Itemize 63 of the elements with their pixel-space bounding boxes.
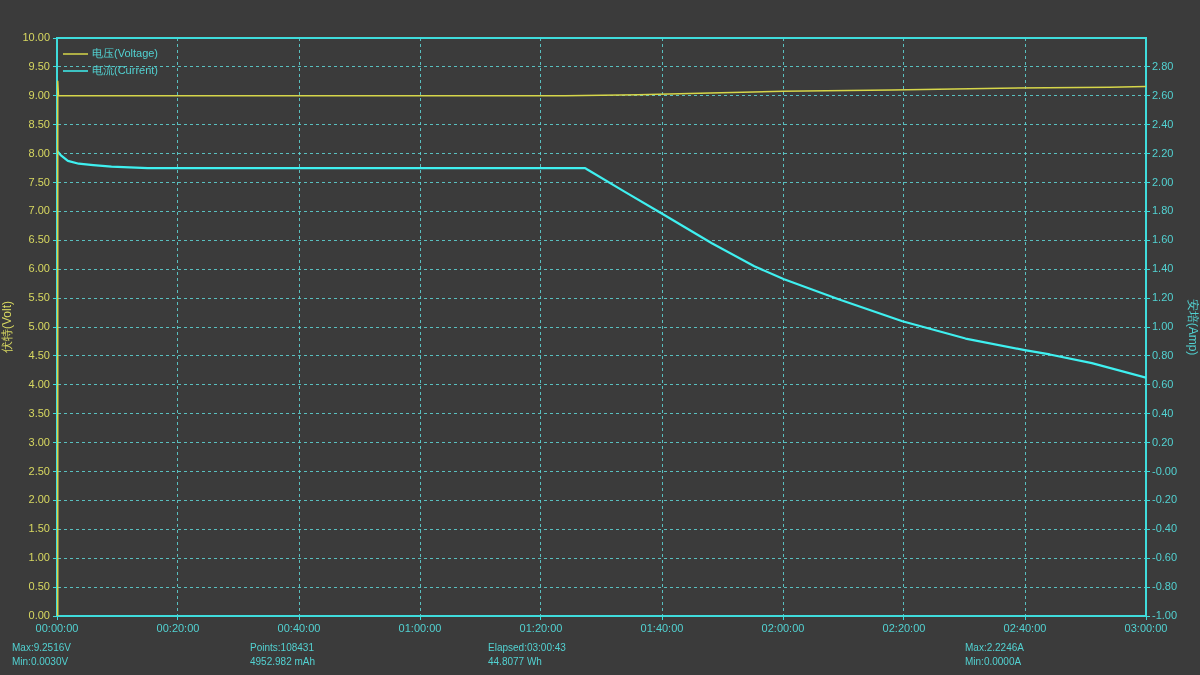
text: 44.8077 Wh xyxy=(488,656,542,668)
y2-tick-label: 0.60 xyxy=(1152,377,1174,390)
y-tick-label: 3.50 xyxy=(28,406,50,419)
y2-tick-label: 1.00 xyxy=(1152,320,1174,333)
y-tick-label: 0.50 xyxy=(28,580,50,593)
x-tick-label: 01:40:00 xyxy=(640,621,684,634)
y-tick-label: 6.00 xyxy=(28,262,50,275)
y2-tick-label: 1.80 xyxy=(1152,204,1174,217)
x-tick-label: 02:40:00 xyxy=(1003,621,1047,634)
y2-tick-label: -0.20 xyxy=(1152,493,1178,506)
y2-tick-label: 0.80 xyxy=(1152,348,1174,361)
y2-tick-label: 1.60 xyxy=(1152,233,1174,246)
y-tick-label: 1.50 xyxy=(28,522,50,535)
y-tick-label: 9.00 xyxy=(28,88,50,101)
y-tick-label: 0.00 xyxy=(28,609,50,622)
y-tick-label: 8.00 xyxy=(28,146,50,159)
y-tick-label: 1.00 xyxy=(28,551,50,564)
y-tick-label: 8.50 xyxy=(28,117,50,130)
y2-tick-label: -1.00 xyxy=(1152,609,1178,622)
y2-tick-label: 2.00 xyxy=(1152,175,1174,188)
y-tick-label: 3.00 xyxy=(28,435,50,448)
x-tick-label: 00:00:00 xyxy=(35,621,79,634)
x-tick-label: 02:20:00 xyxy=(882,621,926,634)
y2-tick-label: -0.00 xyxy=(1152,464,1178,477)
text: Min:0.0000A xyxy=(965,656,1022,668)
text: Max:2.2246A xyxy=(965,642,1024,654)
y2-tick-label: 0.40 xyxy=(1152,406,1174,419)
y2-tick-label: 2.60 xyxy=(1152,88,1174,101)
y-tick-label: 5.50 xyxy=(28,291,50,304)
y2-tick-label: 2.40 xyxy=(1152,117,1174,130)
x-tick-label: 03:00:00 xyxy=(1124,621,1168,634)
y2-axis-title: 安培(Amp) xyxy=(1186,298,1200,356)
y2-tick-label: 2.80 xyxy=(1152,59,1174,72)
y-tick-label: 9.50 xyxy=(28,59,50,72)
text: Elapsed:03:00:43 xyxy=(488,642,566,654)
x-tick-label: 00:20:00 xyxy=(156,621,200,634)
y-tick-label: 7.50 xyxy=(28,175,50,188)
x-tick-label: 01:00:00 xyxy=(398,621,442,634)
y2-tick-label: -0.40 xyxy=(1152,522,1178,535)
y-axis-title: 伏特(Volt) xyxy=(0,300,14,354)
text: Points:108431 xyxy=(250,642,314,654)
y-tick-label: 10.00 xyxy=(22,31,50,44)
y2-tick-label: 0.20 xyxy=(1152,435,1174,448)
x-tick-label: 02:00:00 xyxy=(761,621,805,634)
x-tick-label: 00:40:00 xyxy=(277,621,321,634)
y-tick-label: 2.00 xyxy=(28,493,50,506)
y-tick-label: 4.50 xyxy=(28,348,50,361)
y2-tick-label: -0.60 xyxy=(1152,551,1178,564)
y2-tick-label: 1.20 xyxy=(1152,291,1174,304)
legend-label: 电压(Voltage) xyxy=(92,47,159,60)
y2-tick-label: 1.40 xyxy=(1152,262,1174,275)
text: Max:9.2516V xyxy=(12,642,71,654)
legend-label: 电流(Current) xyxy=(92,64,159,77)
x-tick-label: 01:20:00 xyxy=(519,621,563,634)
y2-tick-label: 2.20 xyxy=(1152,146,1174,159)
y-tick-label: 4.00 xyxy=(28,377,50,390)
y2-tick-label: -0.80 xyxy=(1152,580,1178,593)
y-tick-label: 5.00 xyxy=(28,320,50,333)
y-tick-label: 2.50 xyxy=(28,464,50,477)
text: 4952.982 mAh xyxy=(250,656,316,668)
y-tick-label: 7.00 xyxy=(28,204,50,217)
text: Min:0.0030V xyxy=(12,656,69,668)
y-tick-label: 6.50 xyxy=(28,233,50,246)
